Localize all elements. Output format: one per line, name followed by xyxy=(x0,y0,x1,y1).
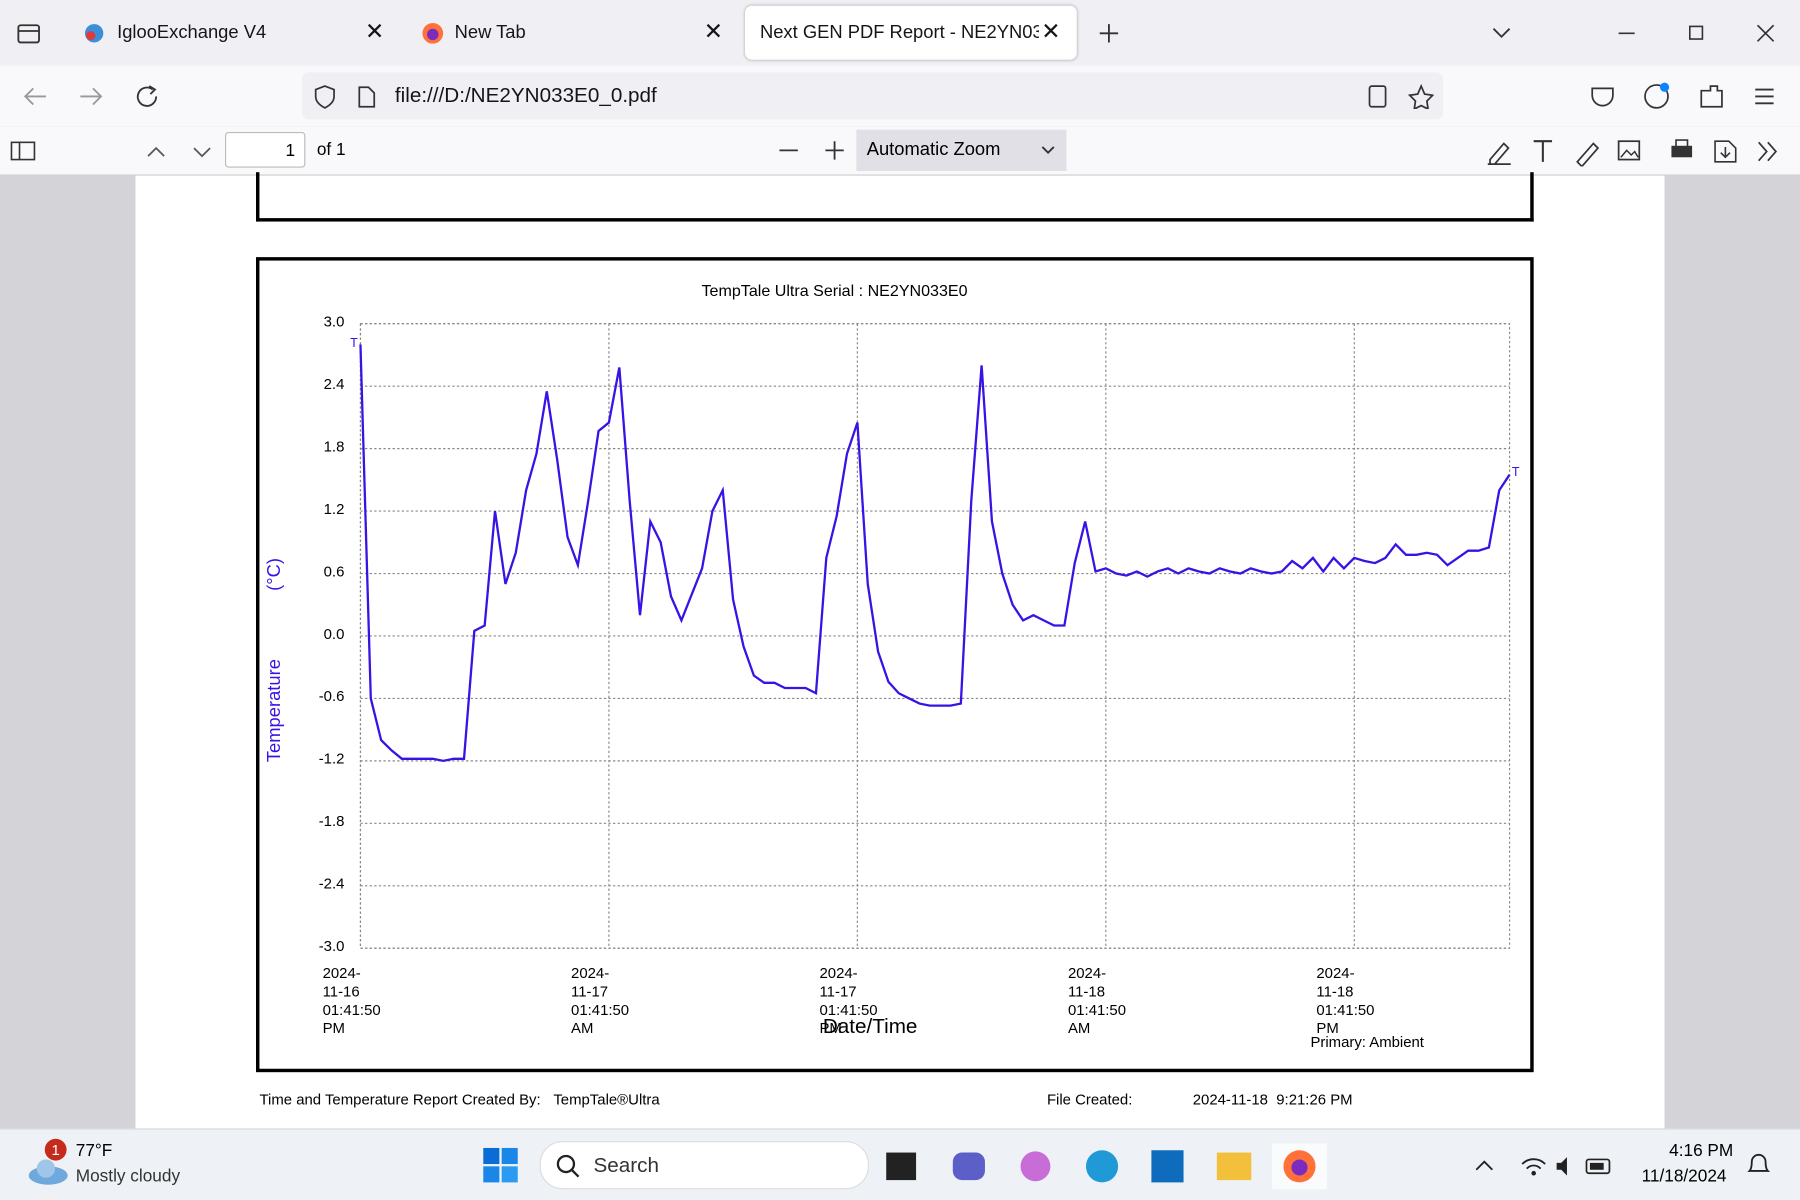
tab-title: Next GEN PDF Report - NE2YN033E xyxy=(759,22,1039,43)
url-actions[interactable] xyxy=(1365,83,1434,110)
zoom-arrow xyxy=(1041,146,1055,154)
footer-label: File Created: xyxy=(1046,1090,1133,1108)
clock-time: 4:16 PM xyxy=(1669,1141,1734,1161)
pinned-apps[interactable] xyxy=(884,1143,1332,1190)
weather-text: Mostly cloudy xyxy=(75,1166,181,1186)
sidebar-and-page-nav[interactable] xyxy=(9,140,216,163)
system-tray[interactable] xyxy=(1474,1153,1623,1181)
annotation: T xyxy=(350,336,358,350)
tab-close[interactable]: ✕ xyxy=(1041,19,1061,45)
y-axis-label: Temperature (°C) xyxy=(263,558,284,762)
tab-icon xyxy=(84,24,104,43)
x-tick-label: 2024-11-18 01:41:50 PM xyxy=(1316,964,1375,1037)
tab-title: New Tab xyxy=(454,22,526,43)
nav-buttons[interactable] xyxy=(21,83,170,111)
nav-bar: file:///D:/NE2YN033E0_0.pdf xyxy=(0,65,1800,127)
start-button[interactable] xyxy=(482,1147,519,1184)
tab-list-icon[interactable] xyxy=(16,21,44,46)
taskbar: 1 77°F Mostly cloudy Search 4:16 PM 11/1… xyxy=(0,1128,1800,1200)
zoom-select[interactable]: Automatic Zoom xyxy=(856,129,1067,172)
toolbar-icons[interactable] xyxy=(1589,82,1784,112)
footer-value: TempTale®Ultra xyxy=(553,1090,660,1108)
url-text: file:///D:/NE2YN033E0_0.pdf xyxy=(394,83,657,107)
tab-dropdown[interactable] xyxy=(1490,23,1513,41)
url-icons xyxy=(314,85,376,109)
annotation: T xyxy=(1512,465,1520,479)
url-field[interactable]: file:///D:/NE2YN033E0_0.pdf xyxy=(301,72,1443,120)
clock-date: 11/18/2024 xyxy=(1641,1166,1727,1186)
zoom-text: Automatic Zoom xyxy=(866,140,1001,160)
chart-note: Primary: Ambient xyxy=(1310,1034,1424,1051)
temperature: 77°F xyxy=(75,1141,113,1161)
tab-close[interactable]: ✕ xyxy=(365,19,385,45)
y-tick-label: -1.2 xyxy=(319,751,345,768)
x-axis-label: Date/Time xyxy=(823,1015,918,1038)
chart-frame xyxy=(255,257,1534,1073)
pdf-toolbar: 1 of 1 Automatic Zoom xyxy=(0,126,1800,176)
y-tick-label: 0.6 xyxy=(324,563,345,580)
annotation-tools[interactable] xyxy=(1485,137,1795,167)
y-tick-label: 2.4 xyxy=(324,376,345,393)
y-tick-label: 1.8 xyxy=(324,438,345,455)
search-box[interactable]: Search xyxy=(539,1141,870,1190)
tab-active[interactable]: Next GEN PDF Report - NE2YN033E ✕ xyxy=(745,5,1077,60)
search-text: Search xyxy=(593,1153,659,1177)
x-tick-label: 2024-11-18 01:41:50 AM xyxy=(1067,964,1127,1037)
notifications[interactable] xyxy=(1745,1150,1773,1178)
weather-badge: 1 xyxy=(44,1138,67,1161)
y-tick-label: -0.6 xyxy=(319,688,345,705)
y-tick-label: -1.8 xyxy=(319,813,345,830)
tab[interactable]: IglooExchange V4 ✕ xyxy=(69,6,396,60)
y-tick-label: -3.0 xyxy=(319,938,345,955)
tab-icon xyxy=(422,22,444,44)
weather-icon[interactable] xyxy=(25,1148,71,1187)
x-tick-label: 2024-11-17 01:41:50 AM xyxy=(571,964,630,1037)
y-tick-label: 3.0 xyxy=(324,314,345,331)
zoom-buttons[interactable] xyxy=(776,139,847,162)
chart-title: TempTale Ultra Serial : NE2YN033E0 xyxy=(702,282,968,300)
new-tab[interactable] xyxy=(1097,22,1120,45)
pdf-page xyxy=(135,175,1665,1129)
window-controls[interactable] xyxy=(1616,21,1777,46)
tab-title: IglooExchange V4 xyxy=(117,22,267,43)
y-tick-label: 1.2 xyxy=(324,501,345,518)
page-count: of 1 xyxy=(316,140,346,160)
report-box xyxy=(255,172,1534,222)
x-tick-label: 2024-11-16 01:41:50 PM xyxy=(322,964,381,1037)
tab-bar: IglooExchange V4 ✕ New Tab ✕ Next GEN PD… xyxy=(0,0,1800,66)
y-tick-label: -2.4 xyxy=(319,876,345,893)
footer-value: 2024-11-18 9:21:26 PM xyxy=(1192,1090,1353,1108)
footer-label: Time and Temperature Report Created By: xyxy=(259,1090,541,1108)
y-tick-label: 0.0 xyxy=(324,626,345,643)
x-tick-label: 2024-11-17 01:41:50 PM xyxy=(819,964,878,1037)
data-line xyxy=(359,344,1511,763)
page-number-input[interactable]: 1 xyxy=(225,132,306,168)
tab[interactable]: New Tab ✕ xyxy=(408,6,735,60)
tab-close[interactable]: ✕ xyxy=(703,19,723,45)
search-icon xyxy=(556,1154,580,1178)
